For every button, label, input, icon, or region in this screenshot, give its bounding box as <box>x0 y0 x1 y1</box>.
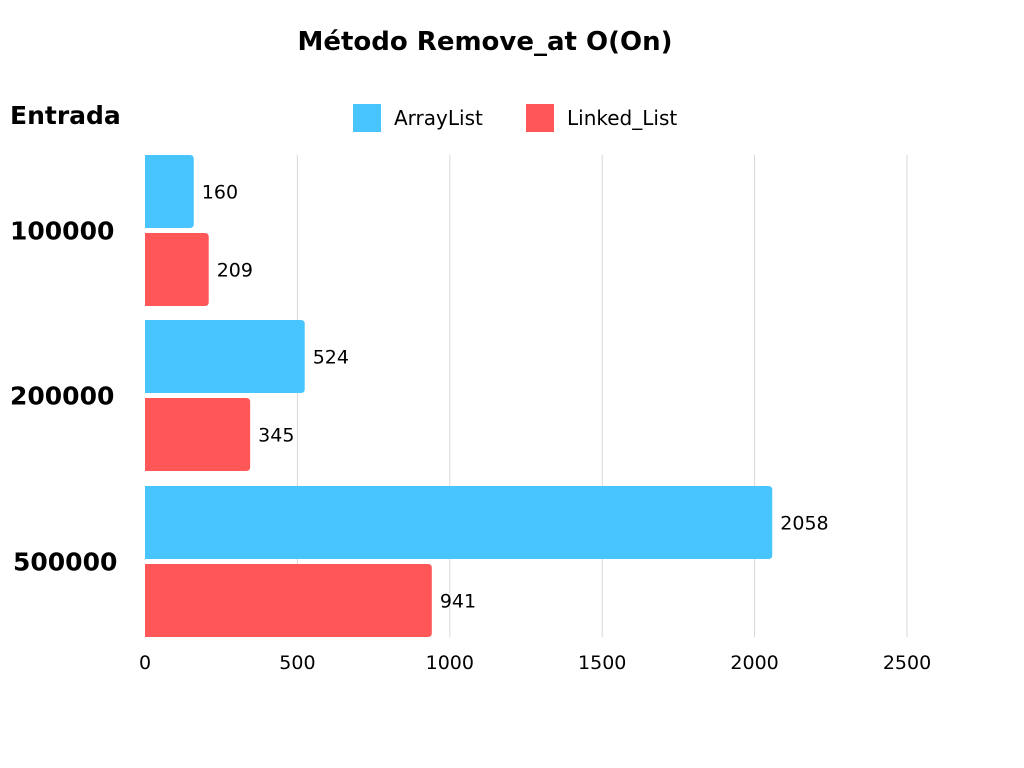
value-label: 209 <box>217 260 253 282</box>
value-label: 524 <box>313 347 349 369</box>
legend: ArrayList Linked_List <box>353 104 677 132</box>
value-labels: 160 209 524 345 2058 941 <box>202 182 829 613</box>
value-label: 941 <box>440 591 476 613</box>
category-labels: 100000 200000 500000 <box>10 217 117 577</box>
category-label: 200000 <box>10 382 114 411</box>
x-tick-label: 1000 <box>426 652 474 674</box>
x-tick-label: 0 <box>139 652 151 674</box>
bar-arraylist-200000 <box>145 320 305 393</box>
bars <box>145 155 773 637</box>
y-axis-label: Entrada <box>10 101 121 130</box>
x-tick-label: 2000 <box>730 652 778 674</box>
value-label: 2058 <box>780 513 828 535</box>
value-label: 160 <box>202 182 238 204</box>
category-label: 500000 <box>13 548 117 577</box>
value-label: 345 <box>258 425 294 447</box>
category-label: 100000 <box>10 217 114 246</box>
bar-linked-list-500000 <box>145 564 432 637</box>
legend-label: ArrayList <box>394 106 483 130</box>
bar-arraylist-500000 <box>145 486 773 559</box>
bar-linked-list-200000 <box>145 398 251 471</box>
x-tick-label: 500 <box>279 652 315 674</box>
legend-label: Linked_List <box>567 106 677 130</box>
legend-swatch-linked-list <box>526 104 554 132</box>
chart-title: Método Remove_at O(On) <box>297 27 672 57</box>
legend-swatch-arraylist <box>353 104 381 132</box>
x-axis-ticks: 0 500 1000 1500 2000 2500 <box>139 652 931 674</box>
x-tick-label: 1500 <box>578 652 626 674</box>
bar-linked-list-100000 <box>145 233 209 306</box>
x-tick-label: 2500 <box>883 652 931 674</box>
bar-arraylist-100000 <box>145 155 194 228</box>
